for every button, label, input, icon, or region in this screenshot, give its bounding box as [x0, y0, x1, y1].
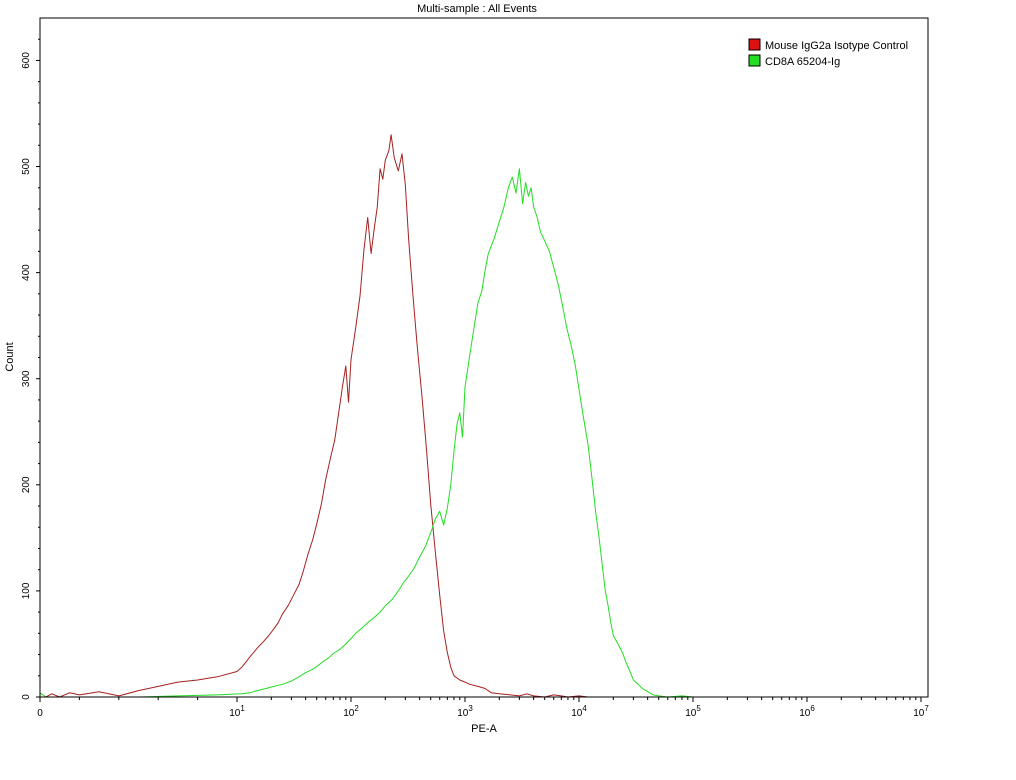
y-tick-label: 500: [21, 158, 32, 175]
x-tick-label: 106: [799, 704, 815, 719]
legend-swatch-isotype: [748, 38, 761, 51]
y-tick-label: 0: [21, 694, 32, 700]
x-tick-label: 101: [229, 704, 245, 719]
x-tick-label: 105: [685, 704, 701, 719]
legend-label-isotype: Mouse IgG2a Isotype Control: [765, 40, 908, 52]
y-tick-label: 200: [21, 476, 32, 493]
series-line-0: [45, 134, 589, 698]
legend-swatch-cd8a: [748, 54, 761, 67]
x-tick-label: 103: [457, 704, 473, 719]
chart-title: Multi-sample : All Events: [417, 3, 537, 15]
x-tick-label: 107: [913, 704, 929, 719]
y-tick-label: 400: [21, 264, 32, 281]
plot-frame: [39, 17, 929, 698]
y-tick-label: 300: [21, 370, 32, 387]
y-axis: 0 100 200 300 400 500 600: [21, 38, 40, 700]
x-tick-label: 102: [343, 704, 359, 719]
y-tick-label: 600: [21, 52, 32, 69]
y-tick-label: 100: [21, 582, 32, 599]
x-axis: 0 101 102 103 104 105 106 107: [37, 697, 929, 719]
x-axis-label: PE-A: [471, 723, 497, 735]
x-tick-label: 0: [37, 708, 43, 719]
y-axis-label: Count: [4, 342, 16, 371]
legend-label-cd8a: CD8A 65204-Ig: [765, 56, 840, 68]
legend: Mouse IgG2a Isotype Control CD8A 65204-I…: [748, 38, 908, 68]
plot-area: [39, 113, 714, 698]
x-tick-label: 104: [571, 704, 587, 719]
series-line-1: [39, 113, 714, 698]
